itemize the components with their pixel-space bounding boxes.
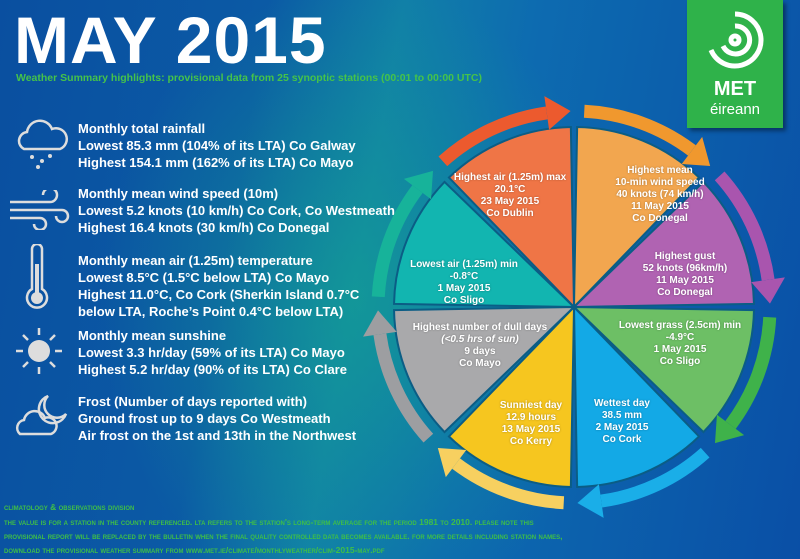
sunshine-highest: Highest 5.2 hr/day (90% of its LTA) Co C… — [78, 362, 347, 377]
wheel-slice — [447, 304, 576, 488]
frost-summary: Frost (Number of days reported with) Gro… — [78, 393, 356, 444]
wind-highest: Highest 16.4 knots (30 km/h) Co Donegal — [78, 220, 330, 235]
wheel-arrow — [373, 333, 434, 443]
rainfall-lowest: Lowest 85.3 mm (104% of its LTA) Co Galw… — [78, 138, 356, 153]
wheel-arrow — [714, 171, 775, 281]
footer-division: Climatology & Observations Division — [4, 502, 135, 512]
wheel-arrow — [725, 316, 777, 429]
wheel-slice — [393, 180, 577, 309]
wheel-arrowhead-icon — [714, 414, 745, 444]
wheel-arrow — [438, 106, 548, 167]
frost-ground: Ground frost up to 9 days Co Westmeath — [78, 411, 331, 426]
footer-note-2: provisional report will be replaced by t… — [4, 531, 563, 541]
wind-icon — [10, 190, 70, 230]
logo-eireann: éireann — [709, 101, 761, 118]
page-subtitle: Weather Summary highlights: provisional … — [16, 72, 482, 84]
sunshine-summary: Monthly mean sunshine Lowest 3.3 hr/day … — [78, 327, 347, 378]
temperature-highest: Highest 11.0°C, Co Cork (Sherkin Island … — [78, 287, 360, 302]
rainfall-heading: Monthly total rainfall — [78, 121, 206, 136]
sun-icon — [16, 328, 62, 374]
wheel-arrowhead-icon — [681, 136, 711, 167]
wheel-slice — [393, 305, 577, 434]
wheel-arrow — [371, 185, 423, 298]
wheel-label-sunniest: Sunniest day 12.9 hours 13 May 2015 Co Kerr… — [499, 400, 563, 447]
rainfall-highest: Highest 154.1 mm (162% of its LTA) Co Ma… — [78, 155, 354, 170]
met-eireann-logo: MET éireann — [687, 0, 783, 128]
wind-summary: Monthly mean wind speed (10m) Lowest 5.2… — [78, 185, 395, 236]
footer-note-1: The value is for a station in the county… — [4, 517, 534, 527]
wheel-slice — [571, 305, 755, 434]
wheel-arrow — [583, 104, 696, 156]
sunshine-lowest: Lowest 3.3 hr/day (59% of its LTA) Co Ma… — [78, 345, 345, 360]
wheel-label-dull-days: Highest number of dull days (<0.5 hrs of … — [412, 322, 548, 369]
wheel-arrowhead-icon — [363, 310, 397, 337]
wheel-label-air-max: Highest air (1.25m) max 20.1°C 23 May 2015… — [453, 172, 567, 219]
sunshine-heading: Monthly mean sunshine — [78, 328, 227, 343]
frost-moon-icon — [15, 394, 68, 436]
thermometer-icon — [25, 244, 49, 309]
wheel-arrowhead-icon — [403, 170, 434, 200]
wheel-label-wettest: Wettest day 38.5 mm 2 May 2015 Co Cork — [594, 398, 650, 445]
frost-heading: Frost (Number of days reported with) — [78, 394, 307, 409]
temperature-heading: Monthly mean air (1.25m) temperature — [78, 253, 313, 268]
wind-lowest: Lowest 5.2 knots (10 km/h) Co Cork, Co W… — [78, 203, 395, 218]
wheel-slice — [447, 126, 576, 310]
wheel-label-air-min: Lowest air (1.25m) min -0.8°C 1 May 2015 Co… — [410, 259, 518, 306]
footer-note-3: download the provisional weather summary… — [4, 545, 385, 555]
wheel-arrow — [600, 447, 710, 508]
temperature-summary: Monthly mean air (1.25m) temperature Low… — [78, 252, 359, 320]
temperature-highest-cont: below LTA, Roche’s Point 0.4°C below LTA… — [78, 304, 344, 319]
wheel-arrowhead-icon — [751, 277, 785, 304]
wind-heading: Monthly mean wind speed (10m) — [78, 186, 279, 201]
wheel-slice — [572, 126, 701, 310]
temperature-lowest: Lowest 8.5°C (1.5°C below LTA) Co Mayo — [78, 270, 330, 285]
wheel-arrowhead-icon — [437, 447, 467, 478]
wheel-arrowhead-icon — [544, 96, 571, 130]
frost-air: Air frost on the 1st and 13th in the Nor… — [78, 428, 357, 443]
rain-cloud-icon — [17, 119, 69, 169]
wheel-slice — [571, 180, 755, 309]
wheel-arrowhead-icon — [577, 484, 604, 518]
page-title: MAY 2015 — [14, 3, 327, 77]
wheel-label-wind-mean: Highest mean 10-min wind speed 40 knots (7… — [615, 165, 705, 224]
logo-met: MET — [713, 78, 757, 100]
wheel-arrow — [452, 458, 565, 510]
wheel-label-grass-min: Lowest grass (2.5cm) min -4.9°C 1 May 2015… — [618, 320, 742, 367]
rainfall-summary: Monthly total rainfall Lowest 85.3 mm (1… — [78, 120, 356, 171]
wheel-label-gust: Highest gust 52 knots (96km/h) 11 May 2015… — [642, 251, 728, 298]
wheel-slice — [572, 304, 701, 488]
swirl-logo-icon — [708, 11, 764, 69]
